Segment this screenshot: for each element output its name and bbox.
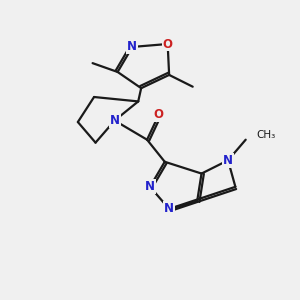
Text: N: N xyxy=(164,202,174,215)
Text: N: N xyxy=(223,154,233,167)
Text: N: N xyxy=(127,40,137,53)
Text: O: O xyxy=(154,108,164,121)
Text: N: N xyxy=(145,180,155,193)
Text: O: O xyxy=(163,38,173,50)
Text: CH₃: CH₃ xyxy=(256,130,275,140)
Text: N: N xyxy=(110,114,120,127)
